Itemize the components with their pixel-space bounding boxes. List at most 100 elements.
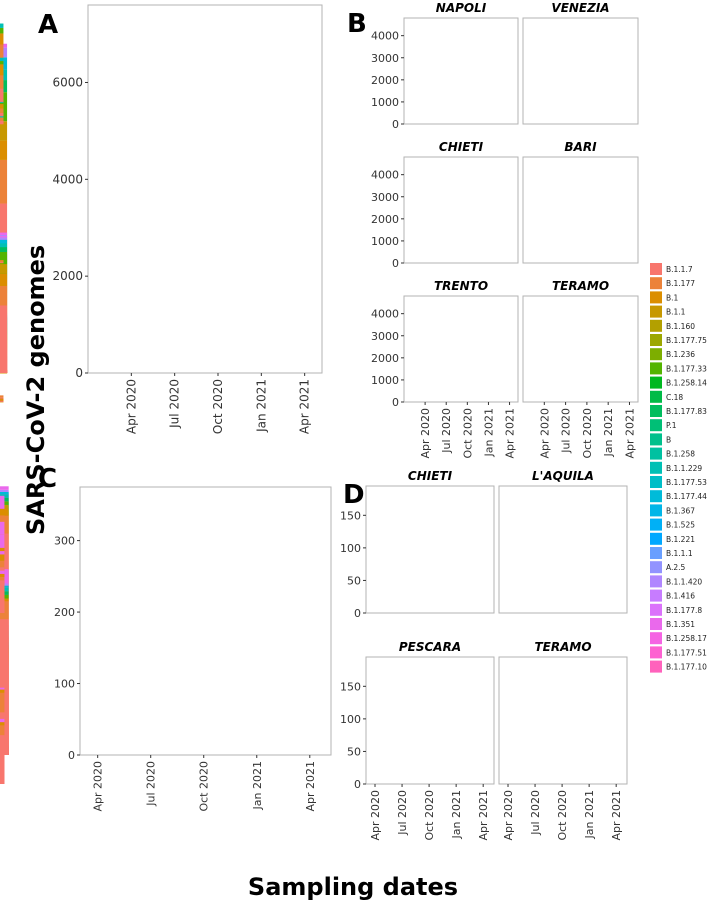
legend-label: B.1.258 bbox=[666, 450, 695, 459]
legend-label: B.1.177.33 bbox=[666, 364, 707, 373]
bar-b-1-177 bbox=[0, 577, 5, 581]
x-tick-label: Jul 2020 bbox=[560, 408, 573, 454]
bar-b-1-177-83 bbox=[0, 80, 8, 93]
legend-key-b-1-1-7 bbox=[650, 263, 662, 275]
bar-b-1-1-7 bbox=[0, 619, 9, 755]
legend-key-b-1-177-33 bbox=[650, 362, 662, 375]
panel-d-pescara: PESCARA 0 50 100 150 Apr 2020 Jul 2020 Oct 2020… bbox=[0, 640, 495, 841]
panel-label-d: D bbox=[343, 480, 365, 510]
legend-label: B.1.258.14 bbox=[666, 379, 707, 388]
y-tick-label: 0 bbox=[354, 607, 361, 620]
bar-b-1 bbox=[0, 140, 8, 160]
legend-key-a-2-5 bbox=[650, 561, 662, 574]
legend-key-b-1-367 bbox=[650, 504, 662, 517]
bar-b-1 bbox=[0, 398, 4, 400]
x-tick-label: Oct 2020 bbox=[211, 379, 225, 434]
bar-b-1 bbox=[0, 722, 5, 726]
y-tick-label: 4000 bbox=[371, 30, 399, 43]
panel-d-laquila-strip-label: L'AQUILA bbox=[532, 469, 594, 483]
bar-b-1-351 bbox=[0, 534, 5, 548]
panel-d-chieti-frame bbox=[365, 485, 495, 614]
bar-b-1-177 bbox=[0, 692, 5, 713]
bar-b-1-1-7 bbox=[0, 735, 5, 784]
legend-label: C.18 bbox=[666, 393, 683, 402]
legend-label: B.1.1.7 bbox=[666, 265, 693, 274]
x-tick-label: Jul 2020 bbox=[145, 761, 158, 807]
legend-label: B.1.1.229 bbox=[666, 464, 702, 473]
panel-d-pescara-frame bbox=[365, 656, 495, 785]
bar-b-1-177-33 bbox=[0, 251, 8, 265]
bar-b-1 bbox=[0, 273, 8, 286]
legend-label: B.1.177.75 bbox=[666, 336, 707, 345]
legend-label: B.1.1.420 bbox=[666, 577, 702, 586]
legend-label: B.1.177.8 bbox=[666, 606, 702, 615]
y-tick-label: 100 bbox=[340, 542, 361, 555]
legend-key-b-1 bbox=[650, 291, 662, 304]
bar-b-1-351 bbox=[0, 521, 5, 535]
legend-label: B.1.177.44 bbox=[666, 492, 707, 501]
bar-b-1-1-229 bbox=[0, 101, 4, 103]
bar-b-1-351 bbox=[0, 486, 9, 490]
x-tick-label: Oct 2020 bbox=[423, 790, 436, 841]
legend-key-b-1-351 bbox=[650, 618, 662, 630]
y-tick-label: 0 bbox=[392, 396, 399, 409]
bar-b-1-1-7 bbox=[0, 120, 4, 124]
y-tick-label: 3000 bbox=[371, 191, 399, 204]
panel-b-chieti-frame bbox=[403, 156, 519, 264]
panel-b-chieti-strip-label: CHIETI bbox=[439, 140, 484, 154]
panel-b-napoli-strip-label: NAPOLI bbox=[436, 1, 487, 15]
panel-d-teramo-frame bbox=[498, 656, 628, 785]
y-tick-label: 1000 bbox=[371, 374, 399, 387]
x-tick-label: Apr 2020 bbox=[124, 379, 138, 434]
y-tick-label: 2000 bbox=[52, 269, 83, 283]
y-tick-label: 150 bbox=[340, 509, 361, 522]
panel-b-napoli-frame bbox=[403, 17, 519, 125]
bar-b-1-351 bbox=[0, 570, 5, 574]
legend-key-b-1-177-8 bbox=[650, 603, 662, 616]
panel-b-venezia-strip-label: VENEZIA bbox=[551, 1, 609, 15]
legend-key-b-1-177-83 bbox=[650, 405, 662, 417]
x-tick-label: Jan 2021 bbox=[583, 790, 596, 839]
x-tick-label: Jan 2021 bbox=[254, 379, 268, 433]
panel-b-teramo: TERAMO Apr 2020 Jul 2020 Oct 2020 Jan 2021 Ap… bbox=[0, 279, 639, 459]
x-tick-label: Oct 2020 bbox=[556, 790, 569, 841]
bar-b-1-1-229 bbox=[0, 69, 8, 81]
bar-b-1 bbox=[0, 689, 5, 693]
bar-b-1-177 bbox=[0, 159, 8, 204]
legend-key-b-1-1-1 bbox=[650, 547, 662, 559]
bar-b-1-351 bbox=[0, 551, 5, 555]
x-tick-label: Oct 2020 bbox=[198, 761, 211, 812]
bar-b-1-351 bbox=[0, 718, 5, 723]
panel-b-bari-frame bbox=[522, 156, 639, 264]
y-tick-label: 0 bbox=[75, 366, 83, 380]
panel-d-chieti-strip-label: CHIETI bbox=[408, 469, 453, 483]
legend-label: B.1.177.51 bbox=[666, 648, 707, 657]
x-tick-label: Apr 2021 bbox=[504, 408, 517, 459]
legend-label: P.1 bbox=[666, 421, 677, 430]
y-tick-label: 3000 bbox=[371, 52, 399, 65]
legend-key-b-1-177-51 bbox=[650, 646, 662, 659]
bar-b-1-177 bbox=[0, 117, 4, 121]
panel-label-c: C bbox=[38, 464, 57, 494]
legend-key-b-1-177-75 bbox=[650, 334, 662, 346]
bar-b-1 bbox=[0, 508, 5, 516]
y-tick-label: 2000 bbox=[371, 352, 399, 365]
bar-b-1-1-229 bbox=[0, 116, 4, 118]
panel-c: 0 100 200 300 Apr 2020 Jul 2020 Oct 2020 Jan 20… bbox=[0, 486, 332, 812]
bar-b-1-177 bbox=[0, 285, 8, 306]
legend-key-b-1-258-14 bbox=[650, 376, 662, 389]
y-tick-label: 4000 bbox=[371, 169, 399, 182]
x-tick-label: Oct 2020 bbox=[581, 408, 594, 459]
x-tick-label: Jul 2020 bbox=[168, 379, 182, 429]
y-tick-label: 4000 bbox=[52, 172, 83, 186]
y-tick-label: 150 bbox=[340, 680, 361, 693]
panel-b-bari-strip-label: BARI bbox=[564, 140, 597, 154]
bar-b-1-1-420 bbox=[0, 489, 9, 493]
panel-b-venezia: VENEZIA bbox=[0, 1, 639, 125]
bar-b-1 bbox=[0, 554, 5, 561]
panel-d-laquila-frame bbox=[498, 485, 628, 614]
x-tick-label: Apr 2020 bbox=[419, 408, 432, 459]
bar-b-1-1-7 bbox=[0, 305, 8, 373]
